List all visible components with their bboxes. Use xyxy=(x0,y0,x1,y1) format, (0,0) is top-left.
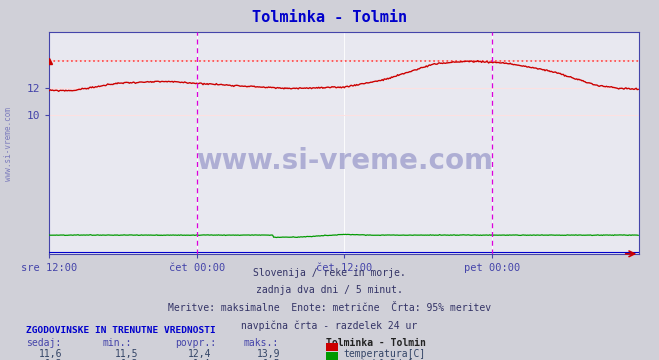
Text: 1,5: 1,5 xyxy=(262,359,280,360)
Text: maks.:: maks.: xyxy=(244,338,279,348)
Text: Tolminka - Tolmin: Tolminka - Tolmin xyxy=(252,10,407,25)
Text: min.:: min.: xyxy=(102,338,132,348)
Text: 12,4: 12,4 xyxy=(187,349,211,359)
Text: www.si-vreme.com: www.si-vreme.com xyxy=(196,147,493,175)
Text: Tolminka - Tolmin: Tolminka - Tolmin xyxy=(326,338,426,348)
Text: 11,6: 11,6 xyxy=(39,349,63,359)
Text: pretok[m3/s]: pretok[m3/s] xyxy=(343,359,414,360)
Text: 13,9: 13,9 xyxy=(256,349,280,359)
Text: 1,2: 1,2 xyxy=(121,359,138,360)
Text: sedaj:: sedaj: xyxy=(26,338,61,348)
Text: povpr.:: povpr.: xyxy=(175,338,215,348)
Text: www.si-vreme.com: www.si-vreme.com xyxy=(4,107,13,181)
Text: ZGODOVINSKE IN TRENUTNE VREDNOSTI: ZGODOVINSKE IN TRENUTNE VREDNOSTI xyxy=(26,326,216,335)
Text: zadnja dva dni / 5 minut.: zadnja dva dni / 5 minut. xyxy=(256,285,403,296)
Text: 1,3: 1,3 xyxy=(45,359,63,360)
Text: temperatura[C]: temperatura[C] xyxy=(343,349,426,359)
Text: 1,4: 1,4 xyxy=(193,359,211,360)
Text: Meritve: maksimalne  Enote: metrične  Črta: 95% meritev: Meritve: maksimalne Enote: metrične Črta… xyxy=(168,303,491,313)
Text: 11,5: 11,5 xyxy=(115,349,138,359)
Text: Slovenija / reke in morje.: Slovenija / reke in morje. xyxy=(253,268,406,278)
Text: navpična črta - razdelek 24 ur: navpična črta - razdelek 24 ur xyxy=(241,320,418,330)
